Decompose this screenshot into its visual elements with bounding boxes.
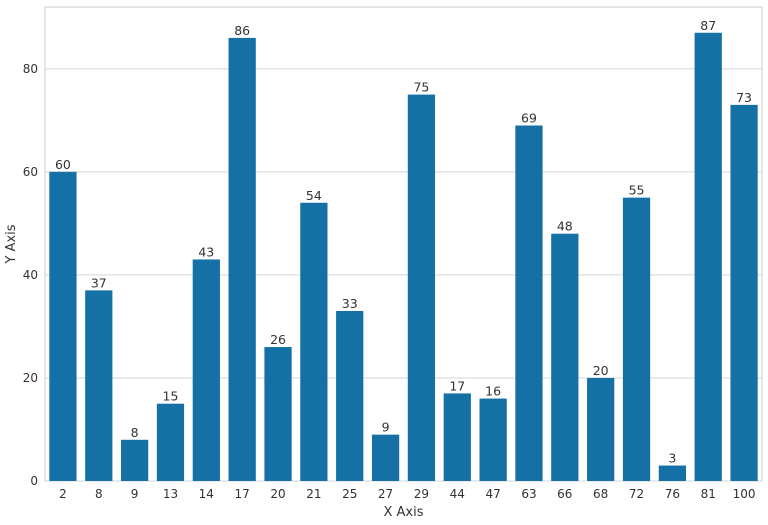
data-label-20: 26 <box>270 332 286 347</box>
bar-9 <box>121 439 149 481</box>
bar-66 <box>551 233 579 481</box>
data-label-29: 75 <box>413 80 429 95</box>
data-label-76: 3 <box>668 451 676 466</box>
bar-25 <box>336 310 364 481</box>
bar-14 <box>192 259 220 481</box>
x-tick-label: 2 <box>59 487 67 501</box>
bar-21 <box>300 202 328 482</box>
x-tick-label: 25 <box>342 487 357 501</box>
bar-47 <box>479 398 507 481</box>
y-tick-label: 40 <box>23 268 38 282</box>
bar-2 <box>49 171 77 481</box>
plot-frame <box>44 6 763 482</box>
x-axis-label: X Axis <box>383 505 423 520</box>
bar-8 <box>85 290 113 481</box>
bar-20 <box>264 347 292 481</box>
data-label-66: 48 <box>557 219 573 234</box>
data-label-25: 33 <box>342 296 358 311</box>
data-label-14: 43 <box>198 244 214 259</box>
y-tick-labels: 0 20 40 60 80 <box>23 62 38 488</box>
data-label-8: 37 <box>91 275 107 290</box>
data-label-13: 15 <box>163 389 179 404</box>
x-tick-label: 14 <box>199 487 214 501</box>
data-label-63: 69 <box>521 111 537 126</box>
data-label-2: 60 <box>55 157 71 172</box>
x-tick-label: 47 <box>485 487 500 501</box>
data-labels: 60 37 8 15 43 86 26 54 33 9 75 17 16 69 48 20 55 3 87 73 <box>55 18 752 466</box>
data-label-100: 73 <box>736 90 752 105</box>
bar-72 <box>622 197 651 481</box>
data-label-72: 55 <box>629 183 645 198</box>
y-tick-label: 60 <box>23 165 38 179</box>
bar-76 <box>658 465 686 481</box>
y-tick-label: 0 <box>30 474 38 488</box>
data-label-68: 20 <box>593 363 609 378</box>
bar-68 <box>587 377 615 481</box>
bar-27 <box>371 434 400 481</box>
x-tick-label: 21 <box>306 487 321 501</box>
x-tick-label: 20 <box>270 487 285 501</box>
x-tick-labels: 2 8 9 13 14 17 20 21 25 27 29 44 47 63 66 68 72 76 81 100 <box>59 487 755 501</box>
bar-100 <box>730 104 758 482</box>
data-label-47: 16 <box>485 384 501 399</box>
x-tick-label: 9 <box>131 487 139 501</box>
data-label-17: 86 <box>234 23 250 38</box>
bar-29 <box>407 94 436 481</box>
x-tick-label: 8 <box>95 487 103 501</box>
x-tick-label: 81 <box>701 487 716 501</box>
x-tick-label: 17 <box>235 487 250 501</box>
x-tick-label: 29 <box>414 487 429 501</box>
data-label-27: 9 <box>382 420 390 435</box>
bar-17 <box>228 37 256 481</box>
y-axis-label: Y Axis <box>4 224 19 264</box>
bar-81 <box>694 32 722 482</box>
x-tick-label: 66 <box>557 487 572 501</box>
x-tick-label: 72 <box>629 487 644 501</box>
x-tick-label: 63 <box>521 487 536 501</box>
x-tick-label: 68 <box>593 487 608 501</box>
data-label-81: 87 <box>700 18 716 33</box>
data-label-9: 8 <box>131 425 139 440</box>
bar-44 <box>443 393 471 481</box>
bar-63 <box>515 125 543 481</box>
bar-13 <box>156 403 185 481</box>
bars <box>49 32 758 482</box>
data-label-21: 54 <box>306 188 322 203</box>
x-tick-label: 13 <box>163 487 178 501</box>
x-tick-label: 100 <box>733 487 756 501</box>
x-tick-label: 27 <box>378 487 393 501</box>
data-label-44: 17 <box>449 378 465 393</box>
x-tick-label: 76 <box>665 487 680 501</box>
y-tick-label: 80 <box>23 62 38 76</box>
x-tick-label: 44 <box>450 487 465 501</box>
y-tick-label: 20 <box>23 371 38 385</box>
